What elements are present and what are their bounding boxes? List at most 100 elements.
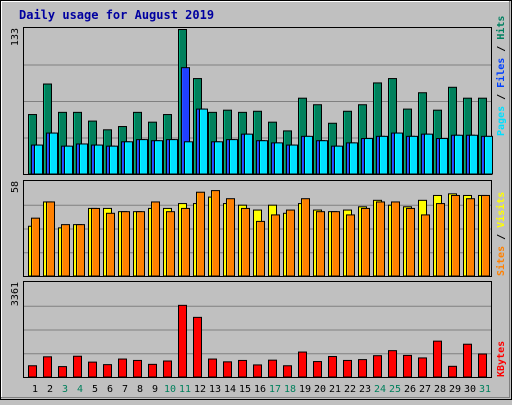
sites-bar bbox=[256, 220, 265, 277]
kbytes-bar bbox=[403, 354, 412, 378]
sites-bar bbox=[466, 198, 475, 277]
day-label: 11 bbox=[179, 384, 191, 395]
sites-bar bbox=[61, 224, 70, 277]
sites-bar bbox=[391, 201, 400, 277]
pages-bar bbox=[409, 135, 418, 175]
day-label: 27 bbox=[419, 384, 431, 395]
legend-part: Pages bbox=[496, 106, 507, 136]
pages-bar bbox=[319, 140, 328, 175]
sites-bar bbox=[46, 201, 55, 277]
day-label: 17 bbox=[269, 384, 281, 395]
kbytes-bar bbox=[328, 356, 337, 378]
kbytes-bar bbox=[253, 364, 262, 378]
sites-bar bbox=[406, 207, 415, 277]
day-label: 30 bbox=[464, 384, 476, 395]
sites-bar bbox=[361, 207, 370, 277]
legend-part: Hits bbox=[495, 16, 507, 40]
bars-layer bbox=[28, 29, 493, 378]
kbytes-bar bbox=[463, 343, 472, 378]
sites-bar bbox=[451, 194, 460, 277]
sites-bar bbox=[436, 203, 445, 277]
kbytes-ymax-label: 3361 bbox=[10, 282, 21, 306]
kbytes-bar bbox=[208, 358, 217, 378]
kbytes-bar bbox=[268, 359, 277, 378]
sites-bar bbox=[91, 207, 100, 277]
kbytes-legend-label: KBytes bbox=[496, 341, 507, 377]
kbytes-bar bbox=[343, 359, 352, 378]
day-label: 25 bbox=[389, 384, 401, 395]
pages-bar bbox=[334, 145, 343, 175]
kbytes-bar bbox=[118, 358, 127, 378]
pages-bar bbox=[154, 140, 163, 175]
x-axis-labels: 1 2 3 4 5 6 7 8 9 10 11 12 13 14 15 16 17 18 19 20 21 22 23 24 2… bbox=[32, 384, 491, 395]
day-label: 19 bbox=[299, 384, 311, 395]
visits-ymax-label: 58 bbox=[10, 181, 21, 193]
legend-part: / bbox=[496, 228, 507, 246]
kbytes-bar bbox=[433, 340, 442, 378]
kbytes-bar bbox=[133, 359, 142, 378]
pages-bar bbox=[304, 135, 313, 175]
pages-bar bbox=[79, 143, 88, 175]
day-label: 22 bbox=[344, 384, 356, 395]
sites-bar bbox=[226, 198, 235, 277]
kbytes-bar bbox=[358, 359, 367, 378]
day-label: 24 bbox=[374, 384, 386, 395]
sites-bar bbox=[211, 190, 220, 277]
visits-legend-label: Sites / Visits bbox=[495, 192, 507, 276]
pages-bar bbox=[364, 138, 373, 175]
day-label: 29 bbox=[449, 384, 461, 395]
sites-bar bbox=[136, 211, 145, 277]
sites-bar bbox=[316, 211, 325, 277]
kbytes-bar bbox=[58, 366, 67, 378]
sites-bar bbox=[166, 211, 175, 277]
sites-bar bbox=[346, 214, 355, 277]
kbytes-bar bbox=[73, 355, 82, 378]
sites-bar bbox=[241, 207, 250, 277]
day-label: 13 bbox=[209, 384, 221, 395]
pages-bar bbox=[424, 133, 433, 175]
day-label: 15 bbox=[239, 384, 251, 395]
pages-bar bbox=[274, 142, 283, 175]
pages-bar bbox=[169, 139, 178, 175]
day-label: 20 bbox=[314, 384, 326, 395]
kbytes-bar bbox=[103, 364, 112, 378]
kbytes-bar bbox=[313, 361, 322, 378]
kbytes-bar bbox=[298, 351, 307, 378]
hits-legend-label: Pages / Files / Hits bbox=[495, 16, 507, 136]
day-label: 23 bbox=[359, 384, 371, 395]
pages-bar bbox=[124, 141, 133, 175]
day-label: 3 bbox=[62, 384, 68, 395]
kbytes-bar bbox=[418, 357, 427, 378]
day-label: 31 bbox=[479, 384, 491, 395]
sites-bar bbox=[331, 211, 340, 277]
legend-part: Files bbox=[495, 58, 507, 88]
hits-ymax-label: 133 bbox=[10, 28, 21, 46]
legend-part: KBytes bbox=[496, 341, 507, 377]
pages-bar bbox=[64, 145, 73, 175]
sites-bar bbox=[196, 191, 205, 277]
kbytes-bar bbox=[28, 365, 37, 378]
kbytes-bar bbox=[193, 316, 202, 378]
pages-bar bbox=[94, 144, 103, 175]
pages-bar bbox=[199, 108, 208, 175]
pages-bar bbox=[184, 141, 193, 175]
sites-bar bbox=[151, 201, 160, 277]
pages-bar bbox=[289, 144, 298, 175]
day-label: 16 bbox=[254, 384, 266, 395]
pages-bar bbox=[349, 142, 358, 175]
pages-bar bbox=[229, 139, 238, 175]
sites-bar bbox=[31, 217, 40, 277]
chart-title: Daily usage for August 2019 bbox=[19, 8, 214, 22]
sites-bar bbox=[481, 194, 490, 277]
day-label: 10 bbox=[164, 384, 176, 395]
pages-bar bbox=[469, 134, 478, 175]
pages-bar bbox=[109, 145, 118, 175]
kbytes-bar bbox=[223, 361, 232, 378]
day-label: 12 bbox=[194, 384, 206, 395]
day-label: 14 bbox=[224, 384, 236, 395]
legend-part: Visits bbox=[495, 192, 507, 228]
pages-bar bbox=[244, 133, 253, 175]
sites-bar bbox=[271, 214, 280, 277]
